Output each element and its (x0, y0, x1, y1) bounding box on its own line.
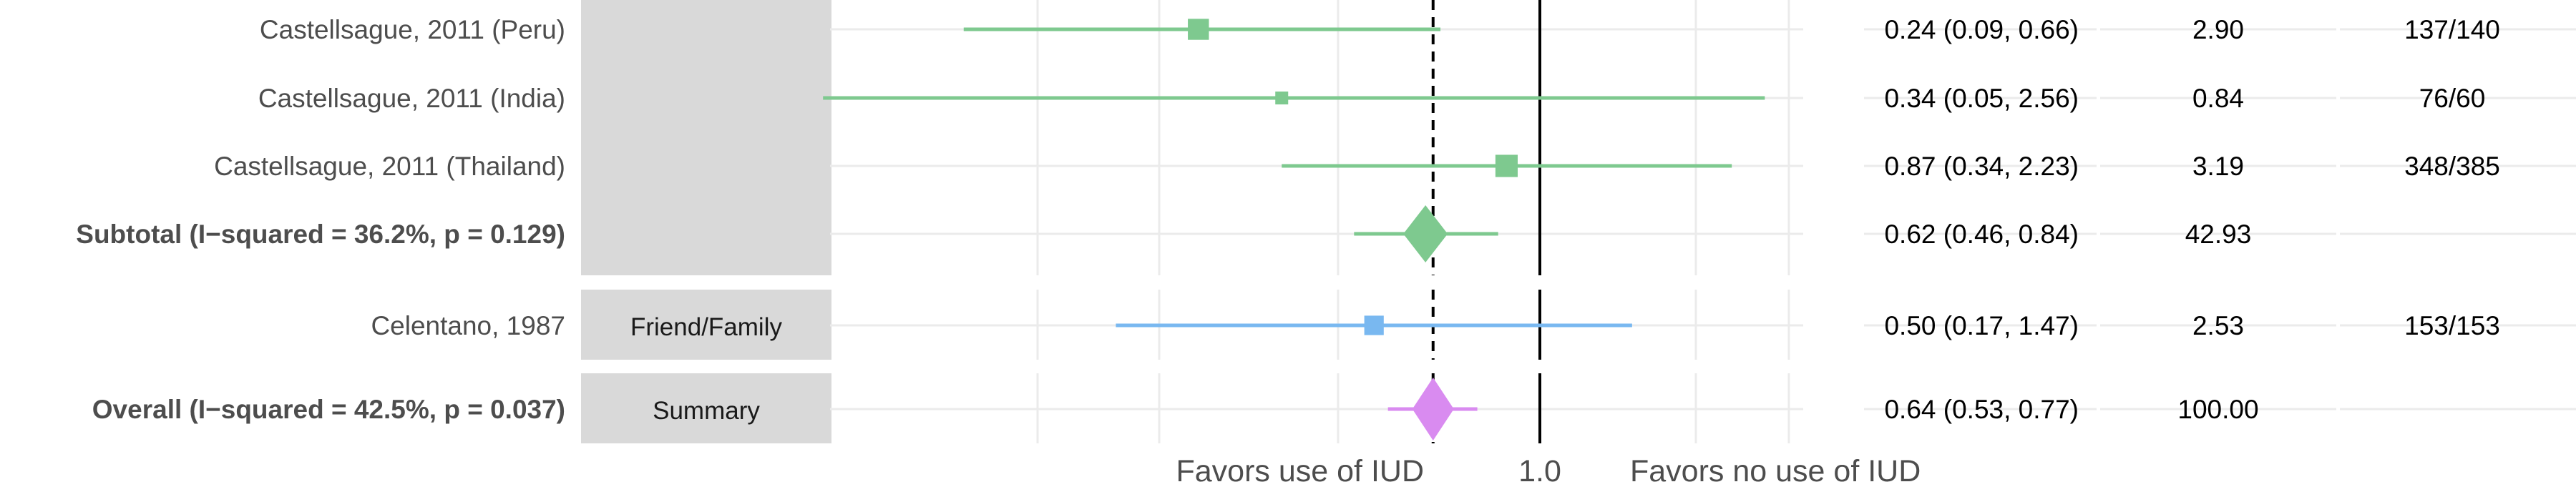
group-label: Summary (653, 397, 760, 425)
ci-text: 0.50 (0.17, 1.47) (1884, 311, 2079, 340)
row-label: Overall (I−squared = 42.5%, p = 0.037) (92, 395, 565, 424)
row-label: Castellsague, 2011 (Peru) (260, 15, 565, 44)
ci-text: 0.24 (0.09, 0.66) (1884, 15, 2079, 44)
group-strip (581, 373, 831, 443)
ci-text: 0.62 (0.46, 0.84) (1884, 220, 2079, 249)
weight-text: 0.84 (2192, 84, 2244, 113)
ci-text: 0.87 (0.34, 2.23) (1884, 152, 2079, 181)
events-text: 348/385 (2404, 152, 2500, 181)
weight-text: 2.90 (2192, 15, 2244, 44)
group-strip (581, 0, 831, 275)
events-text: 153/153 (2404, 311, 2500, 340)
reference-lines (1431, 0, 1541, 443)
row-label: Subtotal (I−squared = 36.2%, p = 0.129) (76, 220, 565, 249)
x-axis: Favors use of IUD 1.0 Favors no use of I… (1176, 454, 1921, 488)
row-label: Castellsague, 2011 (Thailand) (214, 152, 565, 181)
effect-marks (823, 19, 1765, 441)
row-labels: Castellsague, 2011 (Peru) Castellsague, 2… (76, 15, 782, 425)
point-estimate (1495, 154, 1518, 177)
row-label: Celentano, 1987 (371, 311, 565, 340)
axis-tick-label: 1.0 (1518, 454, 1561, 488)
events-text: 76/60 (2419, 84, 2486, 113)
point-estimate (1275, 92, 1289, 104)
point-estimate (1364, 315, 1384, 335)
weight-text: 3.19 (2192, 152, 2244, 181)
pooled-diamond (1412, 378, 1454, 441)
weight-text: 2.53 (2192, 311, 2244, 340)
numeric-columns: 0.24 (0.09, 0.66) 2.90 137/140 0.34 (0.05, … (1884, 15, 2499, 424)
weight-text: 100.00 (2177, 395, 2258, 424)
gridlines (830, 0, 2576, 443)
group-strip (581, 290, 831, 360)
axis-left-annotation: Favors use of IUD (1176, 454, 1425, 488)
ci-text: 0.34 (0.05, 2.56) (1884, 84, 2079, 113)
point-estimate (1188, 19, 1209, 40)
row-label: Castellsague, 2011 (India) (258, 84, 565, 113)
axis-right-annotation: Favors no use of IUD (1630, 454, 1921, 488)
group-strips (581, 0, 831, 443)
group-label: Friend/Family (630, 313, 782, 341)
events-text: 137/140 (2404, 15, 2500, 44)
ci-text: 0.64 (0.53, 0.77) (1884, 395, 2079, 424)
pooled-diamond (1403, 205, 1448, 262)
weight-text: 42.93 (2185, 220, 2252, 249)
